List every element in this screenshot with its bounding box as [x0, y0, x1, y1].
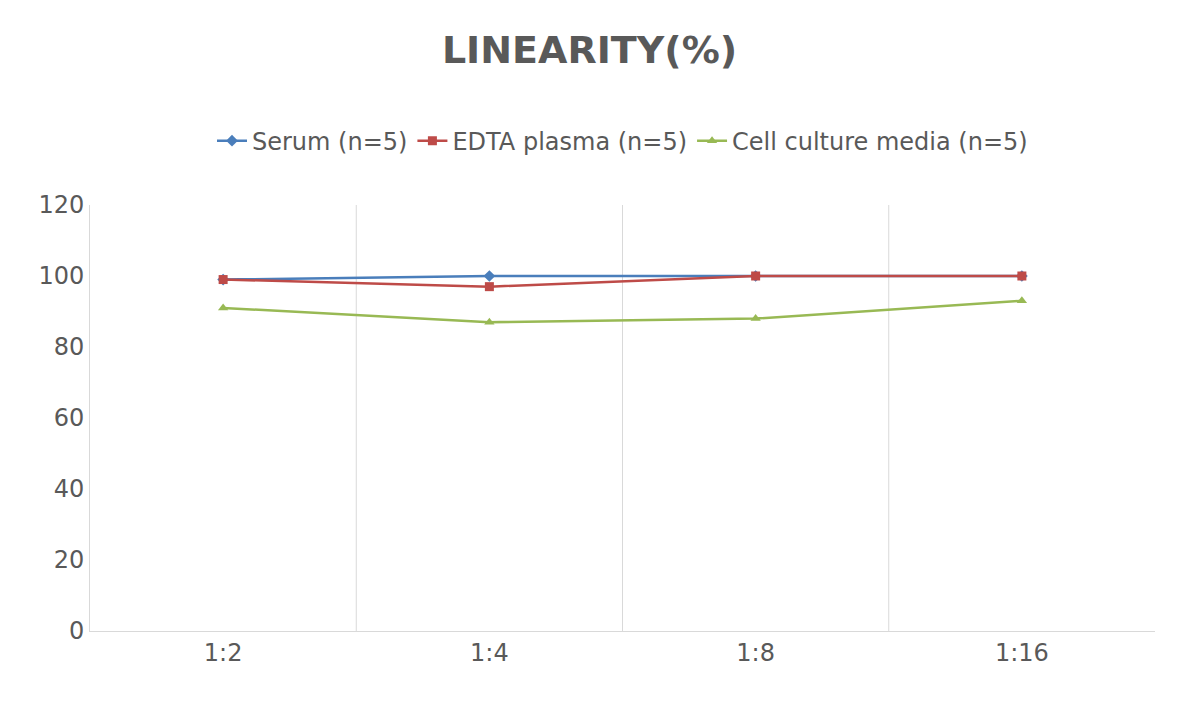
svg-text:LINEARITY(%): LINEARITY(%)	[442, 28, 737, 72]
svg-text:1:8: 1:8	[736, 639, 775, 667]
svg-text:EDTA plasma (n=5): EDTA plasma (n=5)	[452, 128, 687, 156]
svg-text:20: 20	[54, 546, 85, 574]
svg-text:1:2: 1:2	[204, 639, 243, 667]
svg-text:100: 100	[38, 262, 84, 290]
svg-text:Serum (n=5): Serum (n=5)	[252, 128, 407, 156]
svg-text:1:16: 1:16	[995, 639, 1049, 667]
svg-text:60: 60	[54, 404, 85, 432]
svg-text:0: 0	[69, 617, 84, 645]
svg-text:40: 40	[54, 475, 85, 503]
svg-text:1:4: 1:4	[470, 639, 509, 667]
svg-text:Cell culture media (n=5): Cell culture media (n=5)	[732, 128, 1028, 156]
svg-text:120: 120	[38, 191, 84, 219]
svg-text:80: 80	[54, 333, 85, 361]
